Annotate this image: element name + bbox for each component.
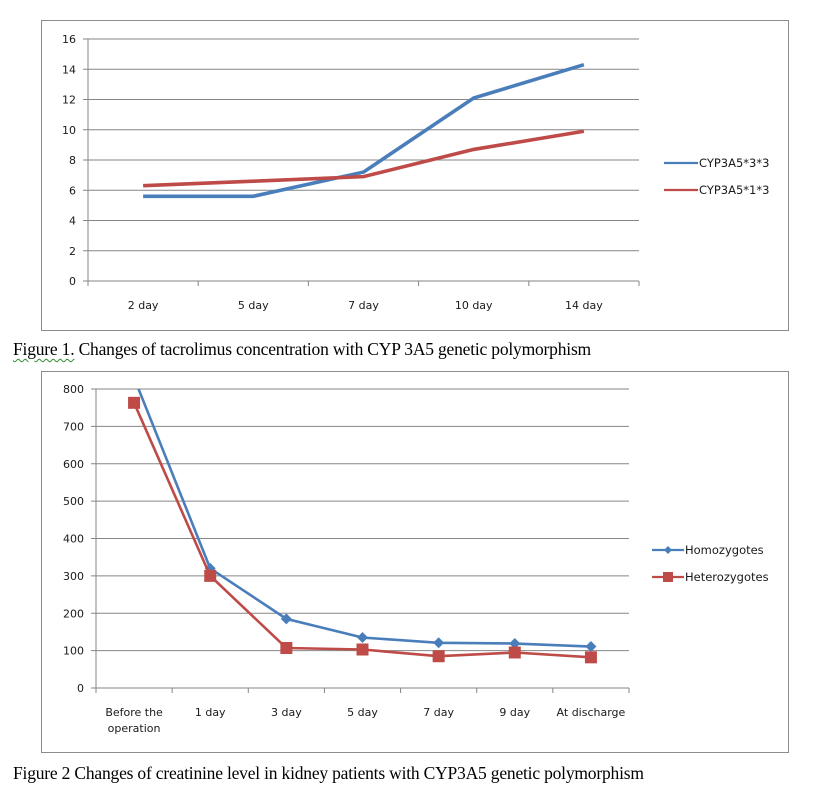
x-tick-label: Before the operation (105, 706, 163, 735)
data-point-square (508, 646, 521, 659)
legend-label: CYP3A5*3*3 (699, 156, 769, 170)
data-point-diamond (509, 638, 521, 650)
y-tick-label: 8 (69, 154, 76, 167)
legend-label: Heterozygotes (685, 570, 769, 584)
series-line (137, 389, 591, 648)
x-tick-label: 9 day (499, 706, 530, 719)
x-tick-label: 5 day (238, 299, 269, 312)
y-tick-label: 0 (69, 275, 76, 288)
data-point-diamond (129, 372, 140, 383)
data-point-diamond (433, 637, 445, 649)
series-heterozygotes (128, 396, 597, 664)
legend-entry: Homozygotes (652, 543, 764, 557)
y-tick-label: 200 (63, 607, 84, 620)
x-tick-label: 5 day (347, 706, 378, 719)
data-point-square (432, 650, 445, 663)
chart-creatinine: 0 100 200 300 400 500 600 700 800 Before the opera… (63, 372, 769, 735)
y-tick-label: 12 (62, 94, 76, 107)
series-cyp3a5-1-3 (143, 129, 585, 188)
y-tick-label: 600 (63, 458, 84, 471)
x-tick-label: 10 day (455, 299, 493, 312)
y-tick-label: 400 (63, 533, 84, 546)
y-tick-label: 500 (63, 495, 84, 508)
data-point-diamond (357, 632, 368, 644)
x-tick-label: 2 day (128, 299, 159, 312)
legend-entry: Heterozygotes (652, 570, 769, 584)
data-point-square (128, 396, 141, 409)
data-point-diamond (204, 562, 216, 574)
legend-square-icon (663, 572, 673, 582)
data-point-diamond (280, 613, 292, 625)
chart-tacrolimus: 0 2 4 6 8 10 12 14 16 2 day 5 day 7 day 10 day 14 day… (62, 33, 769, 312)
x-tick-label: 3 day (271, 706, 302, 719)
legend-diamond-icon (664, 546, 672, 554)
series-cyp3a5-3-3 (143, 62, 585, 199)
figure-1-caption: Figure 1. Changes of tacrolimus concentr… (13, 339, 591, 360)
figure-2-caption: Figure 2 Changes of creatinine level in … (13, 763, 644, 784)
figure-2-caption-text: Changes of creatinine level in kidney pa… (70, 763, 644, 783)
data-point-diamond (585, 641, 597, 653)
y-tick-label: 700 (63, 420, 84, 433)
x-tick-label: At discharge (557, 706, 626, 719)
legend-entry: CYP3A5*3*3 (664, 156, 769, 170)
data-point-square (204, 569, 217, 582)
y-tick-label: 100 (63, 645, 84, 658)
data-point-square (584, 651, 597, 664)
series-line (143, 62, 585, 199)
y-tick-label: 300 (63, 570, 84, 583)
legend-label: CYP3A5*1*3 (699, 183, 769, 197)
series-line (132, 402, 592, 659)
x-tick-label: 14 day (565, 299, 603, 312)
y-tick-label: 4 (69, 215, 76, 228)
data-point-square (356, 643, 369, 656)
legend-label: Homozygotes (685, 543, 764, 557)
chart-creatinine-frame: 0 100 200 300 400 500 600 700 800 Before the opera… (41, 371, 789, 753)
y-tick-label: 16 (62, 33, 76, 46)
y-tick-label: 0 (77, 682, 84, 695)
x-tick-label: 7 day (423, 706, 454, 719)
y-tick-label: 2 (69, 245, 76, 258)
figure-2-caption-lead: Figure 2 (13, 763, 71, 783)
legend-entry: CYP3A5*1*3 (664, 183, 769, 197)
x-tick-label: 1 day (195, 706, 226, 719)
y-tick-label: 10 (62, 124, 76, 137)
figure-1-caption-lead: Figure 1. (13, 339, 75, 359)
chart-tacrolimus-frame: 0 2 4 6 8 10 12 14 16 2 day 5 day 7 day 10 day 14 day… (41, 20, 789, 331)
series-line (143, 129, 585, 188)
data-point-square (280, 642, 293, 655)
figure-1-caption-text: Changes of tacrolimus concentration with… (74, 339, 592, 359)
y-tick-label: 14 (62, 63, 76, 76)
x-tick-label: 7 day (348, 299, 379, 312)
y-tick-label: 800 (63, 383, 84, 396)
y-tick-label: 6 (69, 184, 76, 197)
series-homozygotes (129, 372, 597, 653)
